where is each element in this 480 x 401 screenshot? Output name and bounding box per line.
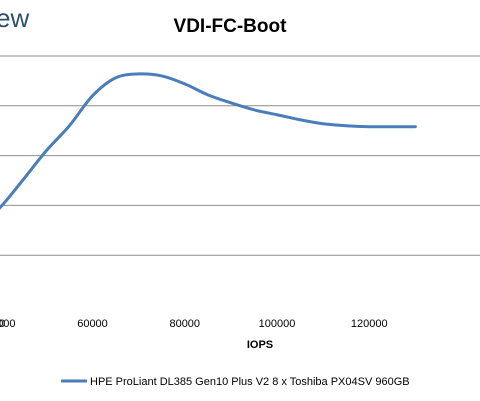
x-tick-label: 40000 xyxy=(0,318,16,330)
x-tick-label: 80000 xyxy=(169,318,200,330)
series-layer xyxy=(0,72,417,210)
x-axis-label: IOPS xyxy=(247,339,273,351)
x-tick-label: 120000 xyxy=(351,318,388,330)
legend: HPE ProLiant DL385 Gen10 Plus V2 8 x Tos… xyxy=(61,376,410,388)
legend-label: HPE ProLiant DL385 Gen10 Plus V2 8 x Tos… xyxy=(90,376,410,388)
chart-title: VDI-FC-Boot xyxy=(174,16,288,37)
x-tick-labels: 040000 60000 80000 100000 120000 xyxy=(0,318,388,330)
gridlines xyxy=(0,55,480,256)
series-line xyxy=(0,72,417,210)
x-tick-label: 100000 xyxy=(259,318,296,330)
x-tick-label: 0 xyxy=(0,318,5,330)
brand-logo-text: ew xyxy=(0,3,29,33)
x-tick-label: 60000 xyxy=(77,318,108,330)
